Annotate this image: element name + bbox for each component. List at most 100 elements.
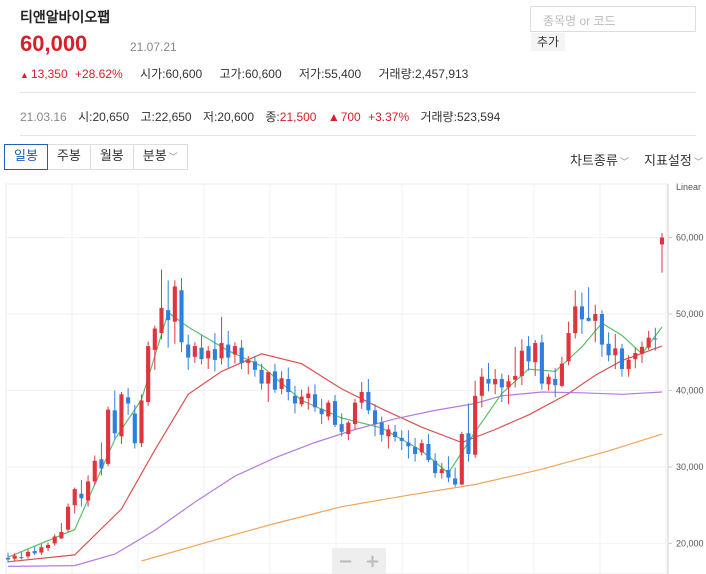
y-tick-label: 20,000 (676, 538, 704, 548)
summary-row: ▲ 13,350 +28.62% 시가:60,600 고가:60,600 저가:5… (20, 67, 469, 81)
tab-daily[interactable]: 일봉 (4, 144, 48, 170)
candle-body (653, 338, 658, 340)
candlestick-chart[interactable]: Linear 20,000 30,000 40,000 50,000 60,000 (0, 178, 706, 574)
candle-body (186, 344, 191, 358)
plot-frame (5, 183, 669, 574)
candle-body (25, 551, 31, 557)
candle-body (486, 379, 491, 384)
candle-body (72, 489, 77, 506)
candle-body (12, 555, 17, 559)
indicator-label: 지표설정 (644, 154, 692, 169)
zoom-in-icon[interactable]: + (364, 550, 381, 572)
candle-body (526, 346, 531, 362)
candle-body (559, 363, 564, 386)
point-up-icon: ▲ (327, 110, 340, 124)
candle-body (392, 431, 398, 438)
candle-body (79, 493, 84, 499)
summary-change: 13,350 (30, 67, 68, 81)
candle-body (146, 346, 151, 402)
candle-body (292, 395, 298, 404)
low-label: 저가 (299, 67, 322, 81)
candle-body (312, 394, 318, 408)
tab-weekly[interactable]: 주봉 (47, 144, 91, 170)
candle-body (372, 410, 378, 425)
candle-body (419, 443, 424, 453)
candle-body (45, 544, 51, 548)
candle-body (246, 360, 251, 363)
candle-body (459, 434, 464, 485)
candle-body (352, 402, 358, 425)
candle-body (52, 536, 57, 544)
candle-body (519, 350, 524, 376)
high-value: 60,600 (244, 67, 282, 81)
add-button[interactable]: 추가 (531, 33, 565, 51)
candle-body (39, 547, 44, 553)
candle-body (566, 333, 571, 362)
candle-body (479, 376, 484, 396)
y-tick-label: 30,000 (676, 462, 704, 472)
divider (20, 135, 696, 136)
tab-minute[interactable]: 분봉 ﹀ (133, 144, 188, 170)
change-up-icon: ▲ (20, 70, 29, 80)
candle-body (339, 424, 344, 432)
point-high-label: 고 (140, 110, 152, 124)
candle-body (119, 394, 124, 437)
indicator-menu[interactable]: 지표설정 ﹀ (644, 150, 703, 169)
candle-body (613, 348, 618, 356)
moving-average-line (141, 433, 663, 562)
candle-body (506, 381, 511, 388)
candle-body (232, 346, 237, 355)
chevron-down-icon: ﹀ (168, 153, 178, 163)
candle-body (219, 343, 224, 359)
candle-body (5, 557, 11, 560)
candle-body (192, 346, 197, 357)
chart-type-label: 차트종류 (570, 154, 618, 169)
candle-body (212, 349, 217, 360)
candle-body (65, 506, 71, 530)
candle-body (406, 442, 411, 447)
candle-body (126, 397, 131, 404)
summary-change-pct: +28.62% (74, 67, 123, 81)
candle-body (466, 433, 471, 454)
price-date: 21.07.21 (130, 40, 177, 54)
scale-label: Linear (676, 182, 701, 192)
candle-body (19, 557, 24, 559)
tab-monthly[interactable]: 월봉 (90, 144, 134, 170)
point-open-label: 시 (78, 110, 90, 124)
candle-body (579, 306, 584, 320)
zoom-out-icon[interactable]: − (337, 550, 354, 572)
candle-body (659, 237, 665, 245)
candle-body (199, 347, 204, 360)
divider (20, 92, 696, 93)
y-tick-label: 40,000 (676, 385, 704, 395)
point-volume: 523,594 (456, 110, 501, 124)
candle-body (453, 478, 458, 485)
candle-body (606, 343, 611, 356)
candle-body (599, 314, 605, 345)
candle-body (99, 459, 104, 469)
candle-body (639, 346, 645, 354)
search-input[interactable]: 종목명 or 코드 (530, 6, 696, 32)
candle-body (166, 310, 171, 321)
candle-body (446, 470, 451, 478)
candle-body (112, 410, 117, 434)
candle-body (172, 286, 177, 322)
candle-body (206, 350, 211, 359)
candle-body (493, 379, 498, 385)
y-tick-label: 60,000 (676, 233, 704, 243)
low-value: 55,400 (324, 67, 362, 81)
candle-body (32, 551, 37, 554)
candle-body (266, 372, 271, 384)
point-close: 21,500 (279, 110, 317, 124)
candle-body (533, 343, 538, 363)
candle-body (319, 408, 324, 415)
candle-body (546, 376, 551, 385)
point-volume-label: 거래량 (420, 110, 454, 124)
candle-body (413, 447, 418, 454)
candle-body (299, 396, 304, 405)
candle-body (92, 460, 97, 482)
chart-type-menu[interactable]: 차트종류 ﹀ (570, 150, 629, 169)
point-open: 20,650 (92, 110, 130, 124)
candle-body (306, 393, 311, 399)
candle-body (179, 290, 184, 343)
